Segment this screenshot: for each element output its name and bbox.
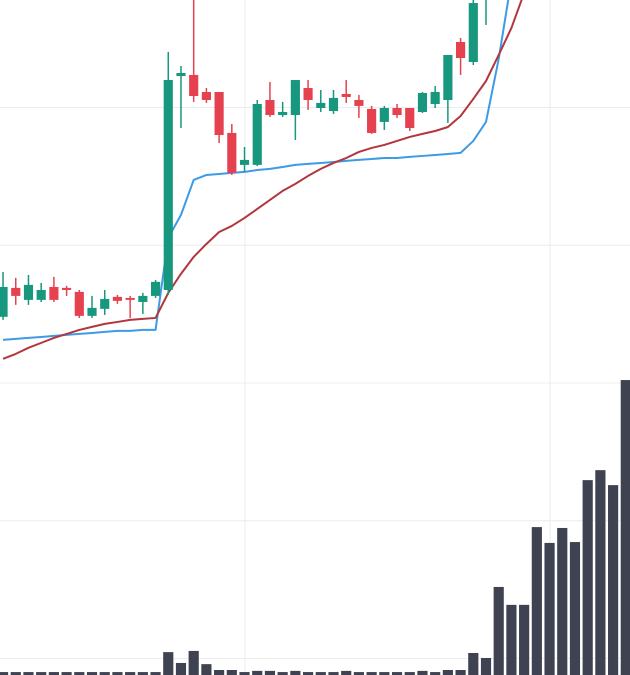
volume-bar [277,672,288,675]
candle-body [62,287,72,290]
candle-body [112,296,123,301]
candle-body [278,111,288,116]
volume-bar [430,672,441,675]
volume-bar [290,670,301,675]
volume-bar [315,672,326,675]
candle-body [290,80,300,116]
candle-body [379,108,389,122]
volume-bar [493,586,504,675]
volume-bar [455,670,466,675]
volume-bar [99,672,110,675]
candle-body [265,100,275,116]
candle-body [23,284,34,300]
volume-bar [379,672,390,675]
volume-bar [74,672,85,675]
volume-bar [48,672,59,675]
volume-bar [531,527,542,675]
volume-bar [595,470,606,675]
volume-bar [252,670,263,675]
candle-body [316,102,326,108]
candle-body [430,92,440,105]
volume-bar [557,527,568,675]
candle-body [354,100,364,106]
candle-body [367,108,377,133]
volume-bar [582,480,593,675]
volume-bar [480,657,492,675]
volume-bar [404,672,415,675]
candle-body [468,3,478,62]
volume-bar [163,652,174,675]
volume-bar [214,670,225,675]
volume-bar [36,672,47,675]
line [2,0,523,360]
candle-body [443,54,453,101]
volume-bar [608,485,619,675]
volume-bar [328,672,339,675]
volume-bar [264,670,276,675]
candle-body [11,287,21,296]
candle-body [341,93,351,97]
volume-bar [468,652,479,675]
volume-bar [23,672,34,675]
candle-body [138,295,148,302]
volume-bar [391,672,403,675]
candle-body [163,80,173,290]
candle-body [239,159,250,165]
candle-body [405,108,415,128]
volume-bar [226,670,237,675]
candle-body [100,298,110,309]
volume-bar [506,604,517,675]
candle-body [214,92,224,135]
candle-layer [0,0,487,320]
volume-bar [544,542,555,675]
volume-bar [341,670,352,675]
volume-bar [353,672,364,675]
candle-body [303,88,313,101]
candle-body [392,108,402,116]
candle-body [201,92,211,101]
volume-bar [302,672,314,675]
candle-body [189,74,199,97]
volume-bar [417,670,428,675]
candle-body [87,307,97,316]
volume-bar [239,672,250,675]
candle-body [252,104,262,165]
candle-body [36,289,46,300]
candle-body [0,286,8,317]
volume-bar [366,672,377,675]
line-layer [2,0,523,360]
volume-bar [175,662,187,675]
candle-body [49,286,59,300]
volume-bar [86,672,98,675]
volume-bar [0,672,9,675]
candle-body [74,291,84,316]
candle-body [328,97,339,112]
candle-body [417,92,428,112]
volume-bar [620,380,630,675]
volume-bar [137,672,148,675]
volume-bar [125,672,136,675]
volume-bar [519,604,530,675]
volume-bar [61,672,72,675]
volume-layer [0,380,630,675]
volume-bar [10,672,21,675]
candle-body [456,42,466,58]
candle-body [176,73,186,77]
candle-body [227,132,237,173]
volume-bar [569,542,581,675]
volume-bar [150,672,161,675]
volume-bar [112,672,123,675]
volume-bar [442,670,453,675]
volume-bar [201,664,212,675]
volume-bar [188,650,199,675]
candle-body [125,297,135,300]
line [2,0,510,341]
candle-body [150,281,161,296]
